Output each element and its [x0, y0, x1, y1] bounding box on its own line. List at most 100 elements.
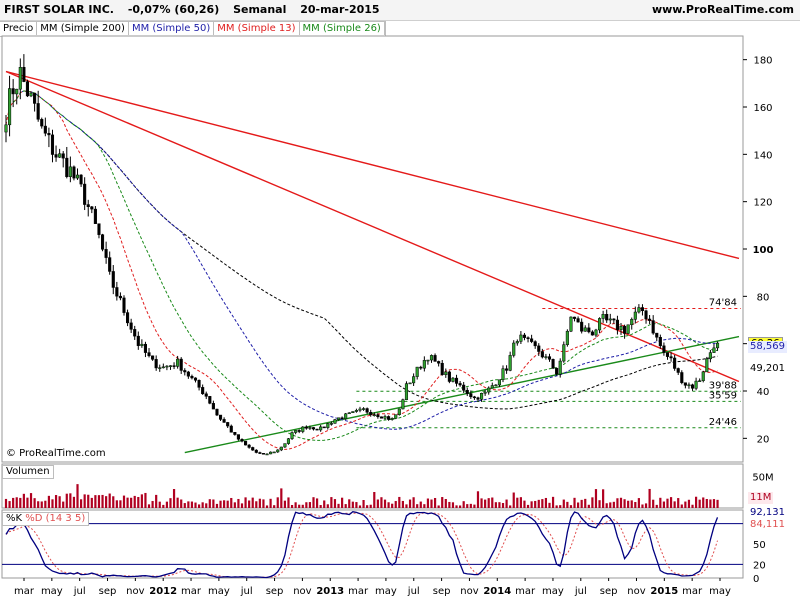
legend-mm26[interactable]: MM (Simple 26) — [300, 22, 385, 35]
candle-body — [190, 375, 194, 379]
volume-bar — [190, 501, 194, 508]
volume-bar — [376, 499, 379, 508]
price-axis-label: 140 — [753, 150, 772, 161]
candle-body — [40, 119, 44, 127]
volume-bar — [223, 500, 226, 508]
candle-body — [308, 427, 312, 429]
candle-body — [347, 412, 351, 415]
volume-bar — [258, 498, 261, 508]
volume-bar — [423, 504, 426, 508]
candle-body — [93, 208, 97, 224]
stoch-panel-label: %K %D (14 3 5) — [2, 512, 90, 526]
candle-body — [254, 449, 258, 453]
candle-body — [54, 154, 58, 158]
candle-body — [104, 249, 108, 258]
candle-body — [326, 423, 330, 428]
candle-body — [598, 318, 602, 331]
candle-body — [433, 355, 437, 362]
volume-bar — [105, 496, 108, 508]
candle-body — [404, 383, 409, 400]
candle-body — [562, 344, 566, 362]
candle-body — [658, 337, 662, 347]
candle-body — [551, 359, 555, 369]
volume-bar — [147, 504, 151, 508]
volume-bar — [301, 504, 304, 508]
candle-body — [633, 311, 637, 320]
volume-bar — [290, 504, 294, 508]
volume-bar — [69, 493, 72, 508]
volume-bar — [612, 501, 615, 508]
volume-bar — [566, 501, 569, 508]
site-url[interactable]: www.ProRealTime.com — [651, 3, 794, 16]
volume-bar — [58, 496, 61, 508]
candle-body — [90, 206, 94, 210]
candle-body — [526, 337, 530, 340]
level-label: 24'46 — [709, 417, 737, 428]
candle-body — [390, 418, 394, 420]
candle-body — [272, 451, 276, 454]
candle-body — [8, 88, 12, 126]
volume-bar — [498, 502, 501, 508]
volume-bar — [351, 501, 354, 508]
volume-bar — [598, 500, 601, 508]
time-axis-label: mar — [515, 586, 536, 597]
volume-bar — [466, 504, 469, 508]
volume-bar — [158, 501, 161, 508]
candle-body — [451, 377, 455, 382]
legend-price[interactable]: Precio — [0, 22, 38, 35]
volume-bar — [251, 497, 254, 508]
volume-bar — [677, 498, 680, 508]
volume-bar — [219, 500, 222, 508]
volume-bar — [194, 502, 197, 508]
volume-bar — [680, 504, 683, 508]
volume-bar — [548, 502, 551, 508]
candle-body — [72, 166, 76, 179]
legend-mm200[interactable]: MM (Simple 200) — [37, 22, 129, 35]
candle-body — [297, 430, 301, 432]
volume-bar — [627, 500, 630, 508]
volume-bar — [537, 499, 540, 508]
volume-bar — [644, 503, 648, 508]
candle-body — [583, 327, 587, 332]
volume-bar — [576, 502, 580, 508]
volume-bar — [212, 499, 215, 508]
candle-body — [401, 399, 405, 410]
time-axis-label: 2013 — [316, 586, 344, 597]
candle-body — [344, 413, 348, 420]
volume-bar — [244, 497, 247, 508]
volume-bar — [602, 489, 605, 508]
price-change: -0,07% (60,26) — [127, 3, 220, 16]
candle-body — [415, 366, 419, 377]
candle-body — [619, 326, 623, 330]
volume-bar — [655, 504, 658, 508]
volume-bar — [494, 502, 497, 508]
period-label[interactable]: Semanal — [233, 3, 287, 16]
candle-body — [605, 314, 609, 321]
price-axis-label: 180 — [753, 56, 772, 67]
candle-body — [97, 223, 101, 235]
candle-body — [172, 365, 176, 367]
candle-body — [136, 335, 140, 346]
time-axis-label: sep — [433, 586, 451, 597]
volume-bar — [265, 505, 269, 508]
legend-mm13[interactable]: MM (Simple 13) — [214, 22, 300, 35]
volume-bar — [509, 505, 512, 508]
legend-mm50[interactable]: MM (Simple 50) — [129, 22, 215, 35]
candle-body — [319, 426, 323, 431]
volume-bar — [108, 493, 111, 508]
candle-body — [115, 287, 119, 297]
candle-body — [469, 393, 473, 398]
volume-bar — [287, 497, 290, 508]
stoch-panel-frame — [1, 509, 744, 579]
candle-body — [358, 408, 362, 411]
volume-bar — [394, 501, 397, 508]
price-tag-mm: 58,569 — [748, 341, 787, 354]
candle-body — [547, 356, 552, 360]
candle-body — [279, 446, 283, 451]
volume-bar — [19, 497, 22, 508]
volume-bar — [555, 505, 558, 508]
volume-bar — [144, 492, 147, 508]
volume-bar — [662, 501, 666, 508]
candle-body — [694, 380, 698, 389]
